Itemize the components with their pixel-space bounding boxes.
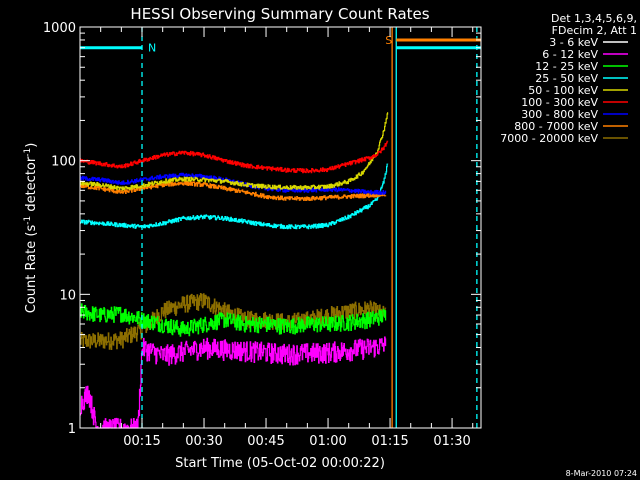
series-line	[79, 303, 387, 337]
y-tick-label: 10	[59, 288, 76, 303]
axis-ticks: 1 10 100 1000 00:15 00:30 00:45 01:00 01:15 01:30	[43, 21, 481, 449]
x-tick-label: 01:30	[433, 434, 470, 449]
series-line	[79, 112, 389, 191]
legend-label: 12 - 25 keV	[535, 60, 598, 73]
legend-header: FDecim 2, Att 1	[552, 24, 637, 37]
flag-label: N	[148, 42, 156, 55]
legend-label: 800 - 7000 keV	[514, 120, 598, 133]
legend-label: 6 - 12 keV	[542, 48, 598, 61]
y-tick-label: 100	[51, 155, 76, 170]
footer-timestamp: 8-Mar-2010 07:24	[566, 469, 637, 478]
x-tick-label: 01:00	[309, 434, 346, 449]
legend: Det 1,3,4,5,6,9,FDecim 2, Att 13 - 6 keV…	[500, 12, 637, 145]
legend-header: Det 1,3,4,5,6,9,	[551, 12, 637, 25]
y-tick-label: 1	[68, 422, 76, 437]
series-line	[79, 163, 389, 230]
legend-label: 3 - 6 keV	[549, 36, 598, 49]
x-tick-label: 00:30	[185, 434, 222, 449]
series-line	[79, 140, 389, 174]
y-axis-label: Count Rate (s-1 detector-1)	[23, 143, 39, 314]
x-tick-label: 01:15	[371, 434, 408, 449]
legend-label: 50 - 100 keV	[528, 84, 598, 97]
legend-label: 300 - 800 keV	[521, 108, 598, 121]
flag-label: S	[385, 34, 392, 47]
x-tick-label: 00:15	[123, 434, 160, 449]
x-tick-label: 00:45	[247, 434, 284, 449]
x-axis-label: Start Time (05-Oct-02 00:00:22)	[175, 456, 385, 471]
chart-title: HESSI Observing Summary Count Rates	[130, 5, 429, 23]
legend-label: 7000 - 20000 keV	[500, 132, 598, 145]
legend-label: 25 - 50 keV	[535, 72, 598, 85]
y-tick-label: 1000	[43, 21, 76, 36]
legend-label: 100 - 300 keV	[521, 96, 598, 109]
plot-frame	[79, 26, 482, 429]
